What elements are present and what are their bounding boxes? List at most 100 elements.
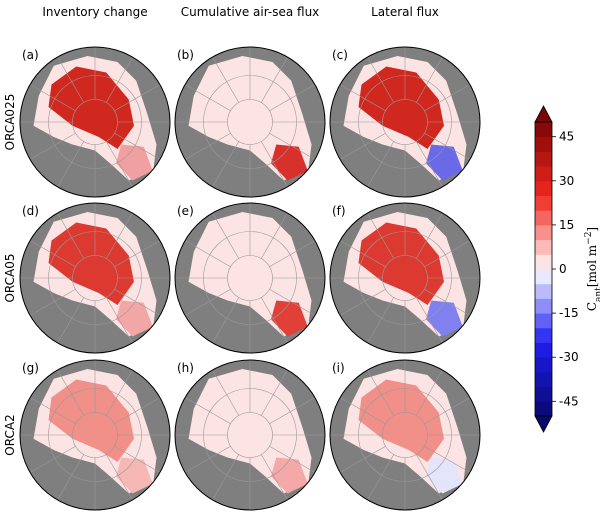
meridian-line — [367, 454, 395, 501]
map-border — [329, 202, 481, 354]
meridian-line — [269, 84, 316, 112]
atlantic-field — [116, 457, 153, 494]
basin-field — [358, 222, 444, 305]
colorbar-band — [535, 327, 552, 343]
column-title: Cumulative air-sea flux — [181, 5, 320, 19]
meridian-line — [114, 240, 161, 268]
meridian-line — [269, 397, 316, 425]
meridian-line — [415, 56, 443, 103]
colorbar-extend-bottom — [534, 415, 553, 433]
colorbar-band — [535, 239, 552, 255]
colorbar-band — [535, 357, 552, 373]
row-label: ORCA025 — [3, 94, 17, 151]
meridian-line — [424, 445, 471, 473]
colorbar-label-part: ] — [585, 227, 599, 232]
colorbar-band — [535, 210, 552, 226]
map-panel — [175, 360, 325, 510]
atlantic-field — [271, 457, 308, 494]
meridian-line — [339, 288, 386, 316]
meridian-line — [339, 132, 386, 160]
meridian-line — [260, 56, 288, 103]
colorbar-band — [535, 371, 552, 388]
panel-label: (i) — [332, 361, 345, 375]
meridian-line — [105, 56, 133, 103]
colorbar-tick-label: 30 — [559, 174, 574, 188]
colorbar-band — [535, 313, 552, 329]
meridian-line — [367, 141, 395, 188]
colorbar-label-part: −2 — [584, 232, 594, 245]
meridian-line — [114, 288, 161, 316]
map-panel — [175, 47, 325, 197]
meridian-line — [29, 288, 76, 316]
map-panel — [20, 360, 170, 510]
basin-field — [203, 379, 289, 462]
meridian-line — [260, 141, 288, 188]
basin-field — [203, 66, 289, 149]
map-border — [174, 202, 326, 354]
meridian-line — [105, 141, 133, 188]
panel-label: (c) — [332, 48, 348, 62]
atlantic-field — [426, 457, 463, 494]
meridian-line — [269, 132, 316, 160]
meridian-line — [269, 288, 316, 316]
map-panel — [20, 47, 170, 197]
colorbar-band — [535, 283, 552, 299]
basin-field — [358, 379, 444, 462]
colorbar-extend-top — [534, 105, 553, 123]
meridian-line — [339, 240, 386, 268]
colorbar-band — [535, 136, 552, 152]
meridian-line — [424, 397, 471, 425]
meridian-line — [415, 369, 443, 416]
meridian-line — [184, 445, 231, 473]
meridian-line — [184, 397, 231, 425]
meridian-line — [184, 84, 231, 112]
map-border — [19, 359, 171, 511]
basin-field — [48, 66, 134, 149]
map-panel — [330, 47, 480, 197]
colorbar-label-part: [mol m — [585, 244, 599, 287]
colorbar-label-part: ant — [594, 287, 600, 302]
map-border — [19, 202, 171, 354]
panel-label: (d) — [22, 204, 39, 218]
meridian-line — [184, 132, 231, 160]
meridian-line — [184, 288, 231, 316]
meridian-line — [114, 445, 161, 473]
meridian-line — [57, 56, 85, 103]
meridian-line — [105, 369, 133, 416]
meridian-line — [260, 297, 288, 344]
meridian-line — [57, 212, 85, 259]
colorbar-band — [535, 401, 552, 417]
colorbar-label-part: C — [585, 302, 599, 311]
basin-field — [48, 222, 134, 305]
atlantic-field — [271, 144, 308, 181]
colorbar-tick-label: -45 — [559, 394, 579, 408]
meridian-line — [415, 141, 443, 188]
basin-field — [48, 379, 134, 462]
meridian-line — [114, 397, 161, 425]
meridian-line — [339, 84, 386, 112]
meridian-line — [260, 454, 288, 501]
colorbar-tick-label: 45 — [559, 130, 574, 144]
meridian-line — [105, 212, 133, 259]
meridian-line — [57, 369, 85, 416]
meridian-line — [367, 369, 395, 416]
map-border — [329, 359, 481, 511]
colorbar-tick-label: 0 — [559, 262, 567, 276]
basin-field — [358, 66, 444, 149]
colorbar-band — [535, 151, 552, 167]
meridian-line — [367, 297, 395, 344]
colorbar-tick-label: 15 — [559, 218, 574, 232]
atlantic-field — [426, 300, 463, 337]
panel-label: (g) — [22, 361, 39, 375]
panel-label: (h) — [177, 361, 194, 375]
meridian-line — [212, 212, 240, 259]
panel-label: (b) — [177, 48, 194, 62]
colorbar-tick-label: -30 — [559, 350, 579, 364]
meridian-line — [57, 297, 85, 344]
meridian-line — [339, 445, 386, 473]
colorbar-tick-label: -15 — [559, 306, 579, 320]
meridian-line — [212, 454, 240, 501]
meridian-line — [29, 132, 76, 160]
meridian-line — [424, 84, 471, 112]
